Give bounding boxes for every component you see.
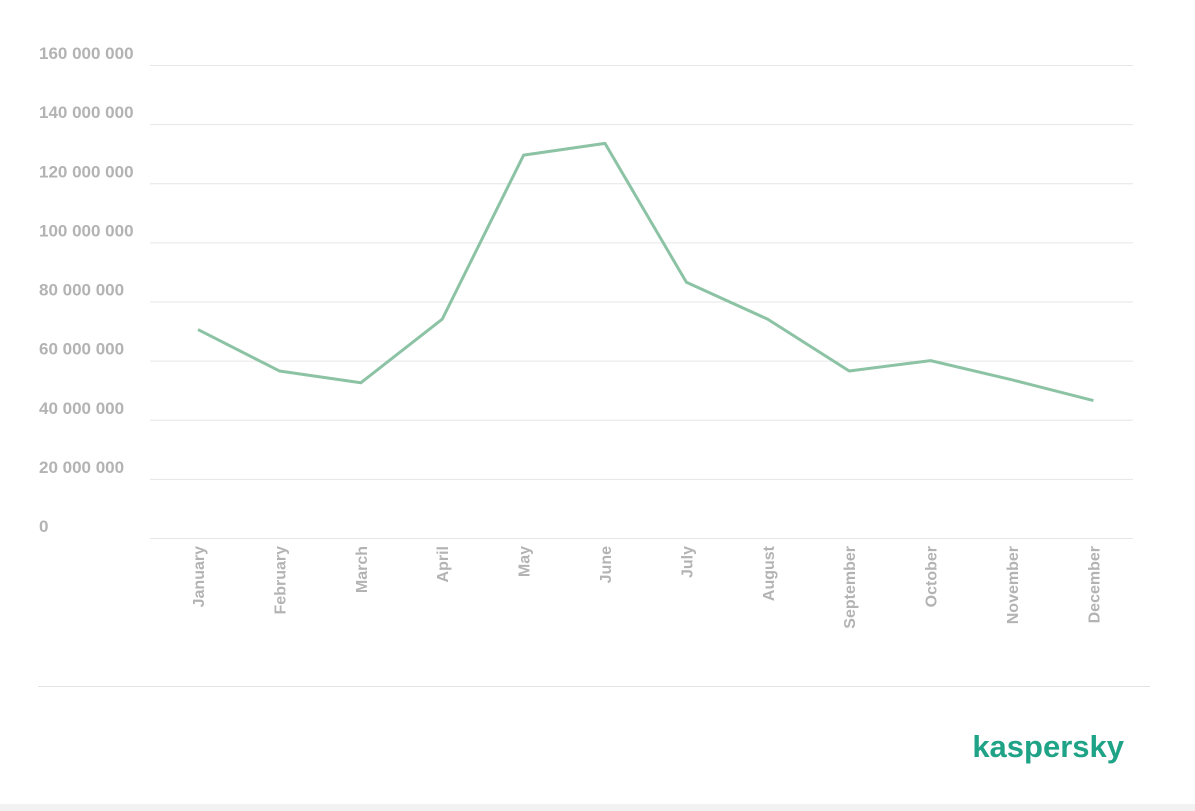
y-tick-label: 160 000 000 bbox=[39, 44, 134, 63]
x-tick-label: April bbox=[435, 546, 452, 582]
y-tick-label: 80 000 000 bbox=[39, 281, 124, 300]
y-tick-label: 20 000 000 bbox=[39, 458, 124, 477]
y-tick-label: 40 000 000 bbox=[39, 399, 124, 418]
x-tick-label: September bbox=[842, 546, 859, 629]
y-tick-label: 120 000 000 bbox=[39, 162, 134, 181]
x-tick-label: June bbox=[598, 546, 615, 583]
x-tick-label: January bbox=[191, 546, 208, 607]
y-tick-label: 100 000 000 bbox=[39, 221, 134, 240]
y-tick-label: 0 bbox=[39, 517, 48, 536]
x-tick-label: March bbox=[354, 546, 371, 593]
x-tick-label: February bbox=[272, 546, 289, 615]
y-tick-label: 60 000 000 bbox=[39, 340, 124, 359]
bottom-strip bbox=[0, 804, 1195, 811]
x-tick-label: December bbox=[1086, 546, 1103, 623]
x-tick-label: November bbox=[1005, 546, 1022, 624]
x-tick-label: October bbox=[924, 546, 941, 607]
data-line bbox=[197, 141, 1094, 402]
x-tick-label: May bbox=[517, 546, 534, 577]
y-tick-label: 140 000 000 bbox=[39, 103, 134, 122]
x-tick-label: July bbox=[679, 546, 696, 578]
x-tick-label: August bbox=[761, 545, 778, 601]
brand-logo: kaspersky bbox=[972, 729, 1124, 764]
